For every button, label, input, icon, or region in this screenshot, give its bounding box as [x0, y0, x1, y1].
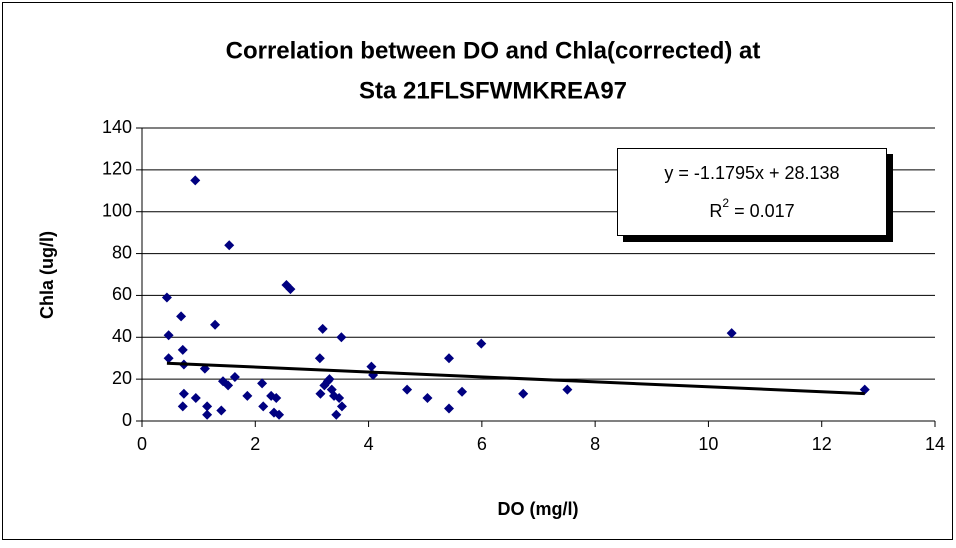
- point: [177, 401, 188, 412]
- point: [178, 388, 189, 399]
- point: [202, 401, 213, 412]
- y-tick-label: 20: [112, 368, 132, 388]
- point: [163, 330, 174, 341]
- x-tick-label: 8: [590, 434, 600, 454]
- point: [444, 353, 455, 364]
- point: [422, 392, 433, 403]
- point: [271, 392, 282, 403]
- x-tick-label: 4: [364, 434, 374, 454]
- chart-frame: [2, 2, 953, 540]
- point: [223, 380, 234, 391]
- r-value: = 0.017: [729, 201, 795, 221]
- point: [257, 378, 268, 389]
- point: [518, 388, 529, 399]
- y-tick-label: 120: [102, 159, 132, 179]
- x-axis-label: DO (mg/l): [498, 499, 579, 519]
- y-tick-label: 60: [112, 284, 132, 304]
- point: [336, 332, 347, 343]
- y-tick-label: 80: [112, 242, 132, 262]
- r-symbol: R: [709, 201, 722, 221]
- trend-equation: y = -1.1795x + 28.138: [664, 163, 839, 183]
- r-squared: R2 = 0.017: [709, 196, 794, 221]
- point: [176, 311, 187, 322]
- y-tick-label: 100: [102, 200, 132, 220]
- x-tick-label: 0: [137, 434, 147, 454]
- point: [216, 405, 227, 416]
- chart-title: Correlation between DO and Chla(correcte…: [226, 37, 761, 64]
- point: [324, 374, 335, 385]
- point: [242, 390, 253, 401]
- box: [617, 148, 887, 236]
- x-tick-label: 6: [477, 434, 487, 454]
- point: [274, 409, 285, 420]
- point: [229, 372, 240, 383]
- point: [190, 392, 201, 403]
- point: [314, 353, 325, 364]
- y-tick-label: 140: [102, 117, 132, 137]
- x-tick-label: 14: [925, 434, 945, 454]
- point: [726, 328, 737, 339]
- equation-box: y = -1.1795x + 28.138 R2 = 0.017: [617, 148, 893, 242]
- point: [190, 175, 201, 186]
- point: [317, 323, 328, 334]
- point: [331, 409, 342, 420]
- chart-title: Sta 21FLSFWMKREA97: [359, 77, 627, 104]
- y-tick-label: 0: [122, 410, 132, 430]
- y-tick-label: 40: [112, 326, 132, 346]
- point: [177, 344, 188, 355]
- point: [202, 409, 213, 420]
- point: [562, 384, 573, 395]
- point: [444, 403, 455, 414]
- x-tick-label: 2: [250, 434, 260, 454]
- r-power: 2: [722, 196, 729, 210]
- point: [476, 338, 487, 349]
- point: [163, 353, 174, 364]
- point: [285, 284, 296, 295]
- point: [315, 388, 326, 399]
- point: [161, 292, 172, 303]
- x-tick-label: 10: [698, 434, 718, 454]
- y-axis-label: Chla (ug/l): [37, 231, 57, 319]
- point: [334, 392, 345, 403]
- point: [336, 401, 347, 412]
- point: [457, 386, 468, 397]
- point: [210, 319, 221, 330]
- point: [258, 401, 269, 412]
- plot-area: 0 20 40 60 80 100 120 140 0 2 4 6 8 10 12 14: [102, 117, 945, 454]
- trendline: [166, 361, 865, 396]
- point: [366, 361, 377, 372]
- point: [224, 240, 235, 251]
- x-tick-label: 12: [812, 434, 832, 454]
- point: [402, 384, 413, 395]
